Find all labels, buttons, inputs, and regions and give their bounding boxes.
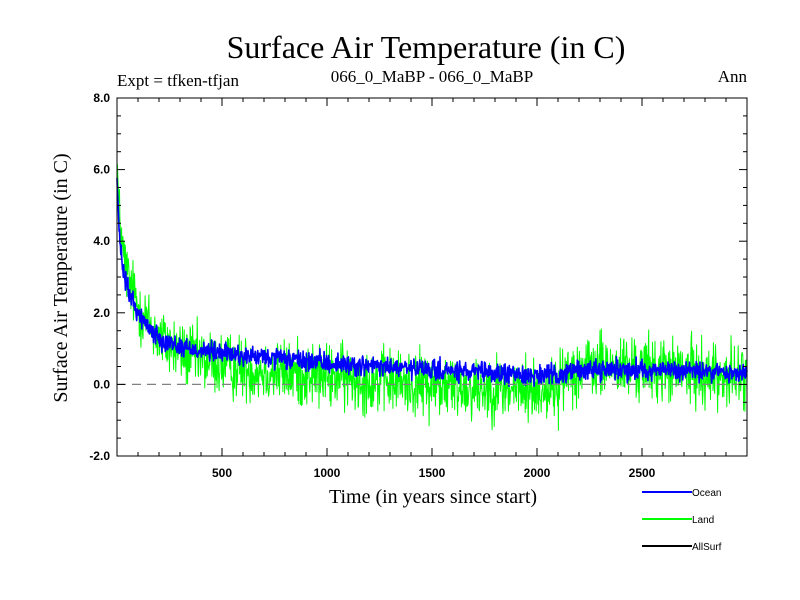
period-label: 066_0_MaBP - 066_0_MaBP	[331, 67, 533, 86]
legend-label-land: Land	[692, 515, 714, 526]
y-tick-label: -2.0	[89, 449, 110, 463]
x-tick-label: 1500	[419, 466, 446, 480]
plot-series	[116, 164, 748, 431]
y-tick-label: 0.0	[93, 377, 110, 391]
y-tick-label: 6.0	[93, 163, 110, 177]
season-label: Ann	[718, 67, 748, 86]
y-tick-label: 2.0	[93, 306, 110, 320]
legend: Ocean Land AllSurf	[642, 488, 722, 553]
x-tick-label: 2000	[524, 466, 551, 480]
series-line-ocean	[116, 177, 748, 388]
plot-frame	[116, 97, 748, 457]
x-axis-label: Time (in years since start)	[329, 486, 537, 508]
x-tick-label: 500	[212, 466, 232, 480]
y-tick-label: 8.0	[93, 91, 110, 105]
y-axis-label: Surface Air Temperature (in C)	[50, 153, 72, 402]
experiment-label: Expt = tfken-tfjan	[117, 71, 239, 90]
y-axis-ticks: -2.0 0.0 2.0 4.0 6.0 8.0	[89, 91, 747, 463]
x-tick-label: 1000	[314, 466, 341, 480]
chart-title: Surface Air Temperature (in C)	[227, 29, 626, 65]
y-tick-label: 4.0	[93, 234, 110, 248]
series-line-land	[116, 164, 748, 431]
legend-label-allsurf: AllSurf	[692, 542, 722, 553]
x-tick-label: 2500	[629, 466, 656, 480]
legend-label-ocean: Ocean	[692, 488, 721, 499]
x-axis-ticks: 500 1000 1500 2000 2500	[137, 98, 727, 480]
